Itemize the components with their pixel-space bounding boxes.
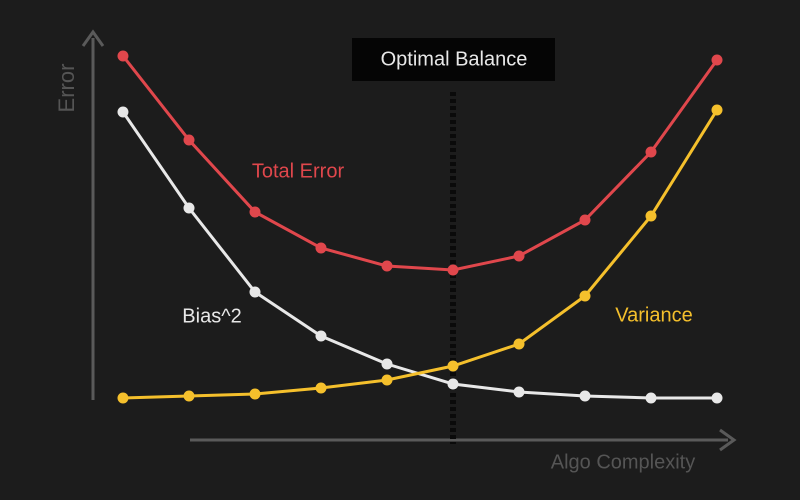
y-axis bbox=[81, 29, 105, 400]
point bbox=[447, 360, 459, 372]
point bbox=[579, 290, 591, 302]
y-axis-arrow bbox=[81, 29, 105, 47]
point bbox=[645, 210, 657, 222]
point bbox=[183, 202, 195, 214]
series: Total Error bbox=[117, 50, 723, 276]
point bbox=[579, 390, 591, 402]
series-line bbox=[121, 55, 719, 272]
point bbox=[249, 388, 261, 400]
point bbox=[117, 50, 129, 62]
point bbox=[183, 390, 195, 402]
point bbox=[381, 358, 393, 370]
point bbox=[711, 104, 723, 116]
x-axis bbox=[190, 428, 737, 452]
point bbox=[315, 382, 327, 394]
point bbox=[645, 392, 657, 404]
point bbox=[447, 264, 459, 276]
series-line bbox=[122, 109, 719, 400]
series-label: Variance bbox=[615, 304, 692, 326]
point bbox=[381, 260, 393, 272]
point bbox=[315, 330, 327, 342]
annotation-label: Optimal Balance bbox=[381, 48, 528, 70]
x-axis-label: Algo Complexity bbox=[551, 451, 696, 473]
point bbox=[117, 392, 129, 404]
point bbox=[513, 250, 525, 262]
point bbox=[711, 54, 723, 66]
point bbox=[381, 374, 393, 386]
x-axis-arrow bbox=[719, 428, 737, 452]
point bbox=[711, 392, 723, 404]
point bbox=[513, 338, 525, 350]
series-label: Total Error bbox=[252, 160, 345, 182]
point bbox=[249, 286, 261, 298]
point bbox=[447, 378, 459, 390]
point bbox=[249, 206, 261, 218]
series: Variance bbox=[117, 104, 723, 404]
point bbox=[315, 242, 327, 254]
point bbox=[513, 386, 525, 398]
point bbox=[183, 134, 195, 146]
y-axis-label: Error bbox=[54, 64, 79, 113]
series-label: Bias^2 bbox=[182, 305, 241, 327]
point bbox=[645, 146, 657, 158]
annotation-box bbox=[352, 38, 555, 81]
point bbox=[117, 106, 129, 118]
point bbox=[579, 214, 591, 226]
